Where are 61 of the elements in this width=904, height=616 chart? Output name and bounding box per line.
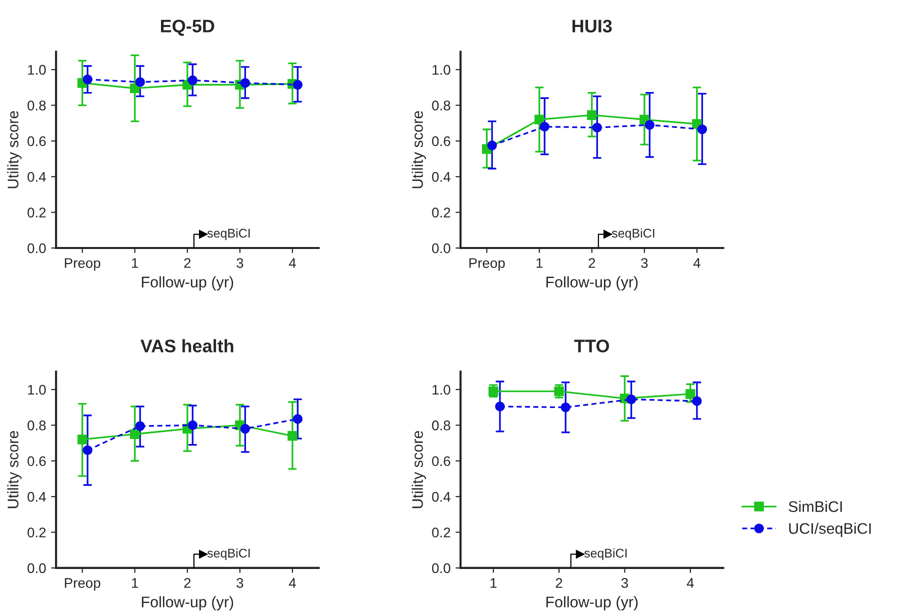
y-tick-label: 0.2 xyxy=(432,528,450,538)
y-tick-label: 0.2 xyxy=(28,528,46,538)
x-tick-label: 2 xyxy=(588,258,596,268)
annotation: seqBiCI xyxy=(584,548,627,560)
x-tick-label: 1 xyxy=(132,258,138,268)
x-tick-label: 4 xyxy=(288,258,296,268)
x-tick-label: 3 xyxy=(236,578,244,588)
y-tick-label: 0.2 xyxy=(432,208,450,218)
y-tick-label: 0.8 xyxy=(28,420,46,430)
x-tick-label: Preop xyxy=(469,258,505,271)
y-tick-label: 0.6 xyxy=(432,136,450,146)
legend-label: SimBiCI xyxy=(788,500,842,512)
y-tick-label: 0.4 xyxy=(432,492,450,502)
x-axis-title: Follow-up (yr) xyxy=(142,276,234,290)
x-tick-label: 3 xyxy=(236,258,244,268)
chart-title: TTO xyxy=(574,340,610,352)
x-axis-title: Follow-up (yr) xyxy=(546,276,638,290)
y-tick-label: 0.8 xyxy=(432,100,450,110)
y-tick-label: 0.8 xyxy=(432,420,450,430)
y-axis-title: Utility score xyxy=(7,111,22,188)
y-axis-title: Utility score xyxy=(412,431,426,508)
y-tick-label: 0.6 xyxy=(28,456,46,466)
y-tick-label: 1.0 xyxy=(432,384,450,395)
x-tick-label: 1 xyxy=(536,258,543,268)
y-tick-label: 0.0 xyxy=(28,243,46,254)
y-axis-title: Utility score xyxy=(7,431,22,508)
chart-title: VAS health xyxy=(140,339,234,352)
y-tick-label: 0.0 xyxy=(432,563,450,574)
annotation: seqBiCI xyxy=(207,548,250,560)
y-tick-label: 1.0 xyxy=(432,64,450,75)
chart-title: HUI3 xyxy=(572,20,612,33)
x-axis-title: Follow-up (yr) xyxy=(142,596,234,610)
x-tick-label: 3 xyxy=(621,578,628,588)
y-tick-label: 0.4 xyxy=(28,492,46,502)
y-tick-label: 1.0 xyxy=(28,64,46,75)
legend-label: UCI/seqBiCI xyxy=(789,522,871,537)
chart-title: EQ-5D xyxy=(160,20,214,36)
x-tick-label: 4 xyxy=(686,578,694,588)
x-tick-label: 1 xyxy=(132,578,138,588)
x-tick-label: Preop xyxy=(64,258,100,271)
y-tick-label: 0.4 xyxy=(432,172,450,182)
y-tick-label: 0.2 xyxy=(28,208,46,218)
x-tick-label: 1 xyxy=(490,578,497,588)
y-axis-title: Utility score xyxy=(412,111,426,188)
y-tick-label: 0.0 xyxy=(432,243,450,254)
y-tick-label: 0.6 xyxy=(28,136,46,146)
y-tick-label: 0.0 xyxy=(28,563,46,574)
y-tick-label: 0.6 xyxy=(432,456,450,466)
x-tick-label: 2 xyxy=(184,578,191,588)
x-axis-title: Follow-up (yr) xyxy=(546,596,638,610)
y-tick-label: 0.8 xyxy=(28,100,46,110)
x-tick-label: 3 xyxy=(641,258,648,268)
x-tick-label: 4 xyxy=(288,578,296,588)
annotation: seqBiCI xyxy=(612,228,654,240)
y-tick-label: 1.0 xyxy=(28,384,46,395)
annotation: seqBiCI xyxy=(207,228,250,240)
x-tick-label: 2 xyxy=(556,578,562,588)
x-tick-label: Preop xyxy=(64,578,100,591)
x-tick-label: 4 xyxy=(693,258,700,268)
x-tick-label: 2 xyxy=(184,258,191,268)
y-tick-label: 0.4 xyxy=(28,172,46,182)
